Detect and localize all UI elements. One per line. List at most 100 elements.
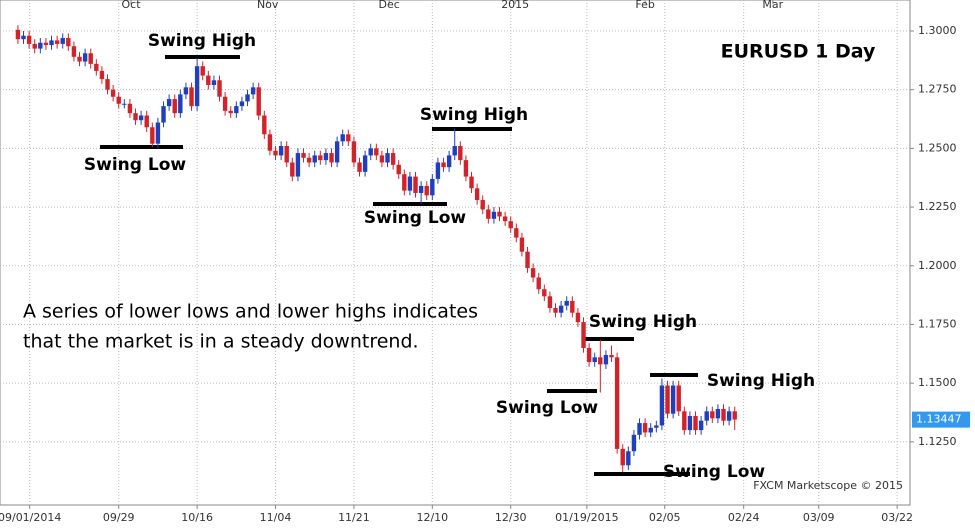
candle-body: [32, 43, 37, 49]
annotation: Swing High: [707, 371, 815, 391]
level-lines: [100, 55, 698, 476]
candle-body: [732, 411, 737, 420]
candle-body: [418, 185, 424, 193]
annotation: Swing Low: [663, 462, 765, 482]
last-price-label: 1.13447: [916, 413, 962, 426]
annotation: Swing Low: [364, 208, 466, 228]
candle-body: [710, 411, 715, 419]
candle-body: [200, 66, 205, 76]
candle-body: [519, 237, 525, 252]
chart-title: EURUSD 1 Day: [721, 41, 876, 63]
candle-body: [189, 87, 194, 107]
candle-body: [603, 354, 609, 365]
candle-body: [250, 87, 256, 95]
candle-body: [698, 420, 704, 431]
candle-body: [407, 176, 413, 191]
candle-body: [15, 29, 21, 40]
candle-body: [553, 308, 558, 313]
candle-body: [508, 221, 513, 229]
y-tick-label: 1.2000: [918, 259, 957, 272]
note-line: that the market is in a steady downtrend…: [23, 331, 419, 353]
candle-body: [626, 451, 631, 466]
x2-tick-label: 2015: [501, 0, 529, 11]
candle-body: [682, 411, 687, 431]
candle-body: [21, 35, 26, 40]
x-tick-label: 02/05: [649, 511, 681, 524]
y-tick-label: 1.1500: [918, 376, 957, 389]
candle-body: [54, 40, 60, 44]
candle-body: [385, 153, 390, 163]
candle-body: [665, 385, 670, 414]
candle-body: [614, 357, 620, 449]
candle-body: [262, 115, 267, 135]
candle-body: [497, 211, 502, 217]
candle-body: [676, 385, 681, 412]
candle-body: [570, 300, 575, 313]
candle-body: [396, 164, 401, 175]
candle-body: [318, 155, 323, 161]
annotation: Swing Low: [84, 155, 186, 175]
candle-body: [424, 185, 429, 196]
candle-body: [704, 411, 709, 421]
plot-area: [0, 0, 911, 506]
x-tick-label: 10/16: [181, 511, 213, 524]
candle-body: [374, 148, 379, 156]
candle-body: [530, 268, 536, 278]
candle-body: [469, 176, 474, 189]
candle-body: [206, 75, 211, 85]
candle-body: [194, 66, 200, 107]
candle-body: [452, 146, 457, 156]
candle-body: [637, 423, 642, 435]
candle-body: [133, 113, 138, 121]
candle-body: [693, 416, 698, 431]
x2-tick-label: Feb: [635, 0, 654, 11]
candle-body: [542, 289, 547, 297]
candle-body: [435, 162, 441, 179]
candle-body: [94, 63, 99, 71]
x-tick-label: 09/29: [103, 511, 135, 524]
y-tick-label: 1.3000: [918, 24, 957, 37]
candle-body: [290, 162, 295, 177]
candle-body: [183, 87, 189, 95]
candle-body: [564, 300, 569, 306]
candle-body: [122, 103, 127, 105]
candle-body: [654, 425, 659, 428]
note-line: A series of lower lows and lower highs i…: [23, 301, 478, 323]
x-tick-label: 09/01/2014: [0, 511, 61, 524]
annotation: Swing Low: [496, 398, 598, 418]
candle-body: [116, 96, 121, 104]
candle-body: [413, 176, 418, 193]
candle-body: [88, 53, 93, 64]
candle-body: [138, 115, 144, 121]
candle-body: [631, 434, 637, 452]
candle-body: [659, 385, 665, 426]
candle-body: [536, 277, 541, 290]
candle-body: [60, 38, 65, 44]
candle-body: [329, 153, 334, 163]
candles: [15, 25, 737, 473]
candle-body: [721, 408, 726, 421]
candle-body: [38, 42, 43, 49]
candle-body: [105, 79, 110, 90]
candle-body: [379, 155, 385, 163]
x-tick-label: 02/24: [728, 511, 760, 524]
x2-tick-label: Mar: [762, 0, 783, 11]
candle-body: [43, 42, 49, 46]
candle-body: [581, 322, 586, 348]
x-tick-label: 03/09: [803, 511, 835, 524]
x2-tick-label: Nov: [257, 0, 279, 11]
candle-body: [144, 115, 149, 128]
candle-body: [239, 101, 245, 107]
candle-body: [228, 110, 233, 114]
candle-body: [446, 155, 452, 168]
candle-body: [430, 178, 435, 196]
candle-body: [66, 38, 71, 47]
candle-body: [312, 155, 317, 163]
candle-body: [592, 357, 597, 363]
candle-body: [234, 106, 239, 114]
candle-body: [82, 53, 88, 62]
candle-body: [480, 200, 485, 210]
candle-body: [217, 80, 222, 97]
candle-body: [368, 148, 373, 156]
candle-body: [71, 46, 77, 57]
